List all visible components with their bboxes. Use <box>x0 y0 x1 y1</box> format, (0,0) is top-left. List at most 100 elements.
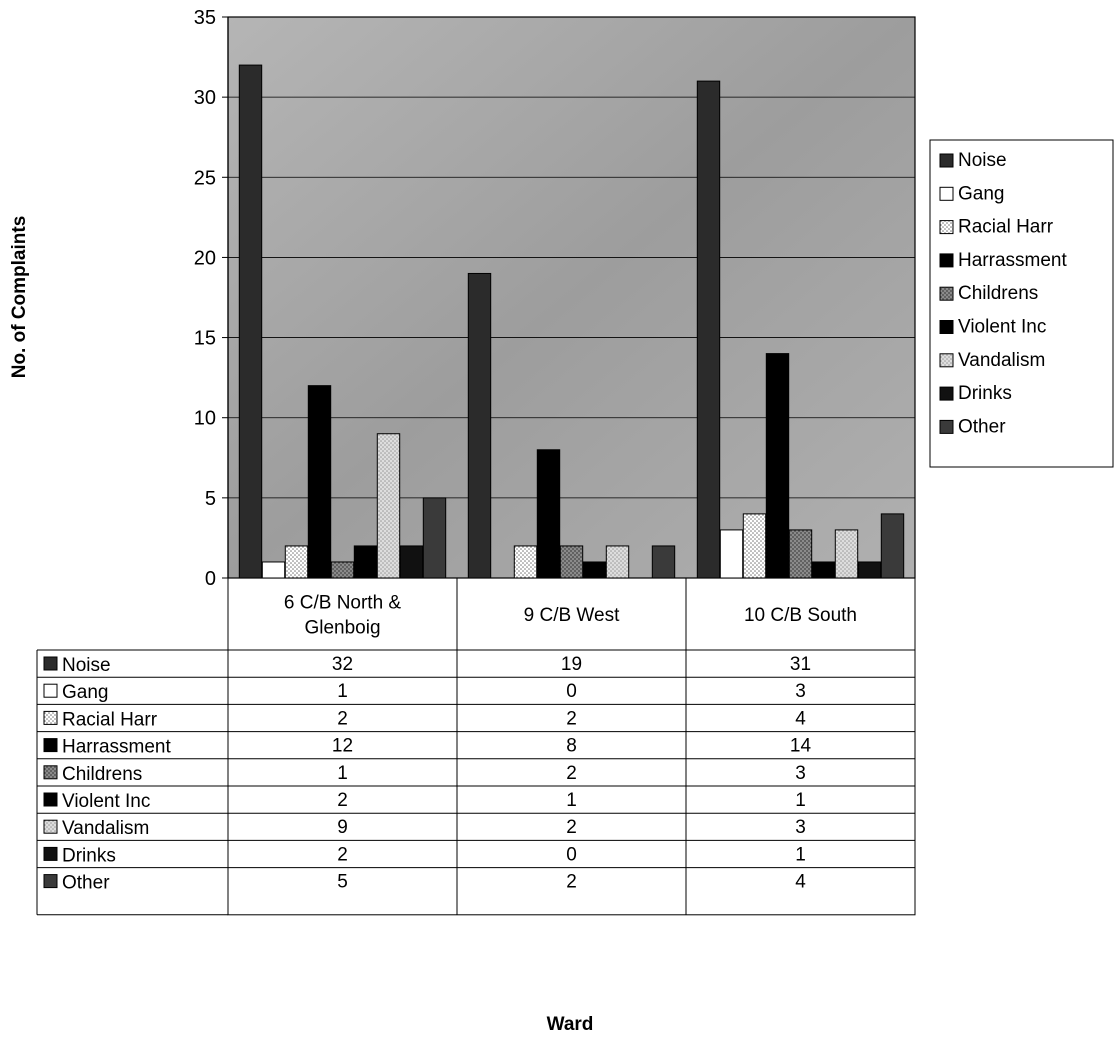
legend-label: Other <box>958 416 1006 437</box>
legend-label: Noise <box>958 150 1007 171</box>
table-row-label: Childrens <box>62 764 142 785</box>
y-tick-label: 15 <box>194 328 216 350</box>
bar <box>765 353 790 579</box>
table-legend-key <box>43 792 58 807</box>
bar <box>353 545 378 579</box>
bar <box>834 529 859 579</box>
data-label: 5 <box>337 872 348 893</box>
data-label: 8 <box>566 736 577 757</box>
y-tick-label: 30 <box>194 87 216 109</box>
bar <box>742 513 767 579</box>
legend-swatch <box>939 220 954 235</box>
bar <box>307 385 332 579</box>
table-row-label: Violent Inc <box>62 791 150 812</box>
bar <box>284 545 309 579</box>
data-label: 12 <box>332 736 353 757</box>
table-legend-key <box>43 710 58 725</box>
legend <box>929 139 1114 468</box>
table-row-label: Racial Harr <box>62 709 158 730</box>
y-tick-label: 35 <box>194 7 216 29</box>
data-label: 9 <box>337 817 348 838</box>
data-label: 1 <box>795 790 806 811</box>
bar <box>559 545 584 579</box>
data-label: 2 <box>337 790 348 811</box>
table-row-label: Harrassment <box>62 737 171 758</box>
bar <box>376 433 401 579</box>
table-legend-key <box>43 874 58 889</box>
bar <box>513 545 538 579</box>
y-tick-label: 5 <box>205 488 216 510</box>
data-label: 0 <box>566 844 577 865</box>
plot-area <box>227 16 916 579</box>
legend-label: Gang <box>958 183 1004 204</box>
y-tick-label: 25 <box>194 167 216 189</box>
bar <box>536 449 561 579</box>
bar <box>582 561 607 579</box>
data-label: 3 <box>795 763 806 784</box>
bar <box>261 561 286 579</box>
table-row-label: Vandalism <box>62 818 149 839</box>
bar <box>651 545 676 579</box>
bar <box>880 513 905 579</box>
data-label: 3 <box>795 817 806 838</box>
table-legend-key <box>43 765 58 780</box>
y-axis-title: No. of Complaints <box>9 216 30 379</box>
data-label: 1 <box>795 844 806 865</box>
table-row-label: Noise <box>62 655 111 676</box>
table-row-label: Drinks <box>62 845 116 866</box>
data-label: 3 <box>795 681 806 702</box>
data-label: 2 <box>566 763 577 784</box>
legend-label: Racial Harr <box>958 217 1054 238</box>
data-label: 14 <box>790 736 812 757</box>
data-label: 2 <box>566 872 577 893</box>
legend-swatch <box>939 186 954 201</box>
bar <box>696 80 721 579</box>
bar <box>788 529 813 579</box>
data-label: 1 <box>337 681 348 702</box>
legend-label: Violent Inc <box>958 317 1046 338</box>
data-label: 2 <box>566 817 577 838</box>
x-tick-label: 6 C/B North & <box>284 593 402 614</box>
y-tick-label: 0 <box>205 568 216 590</box>
bar <box>422 497 447 579</box>
bar <box>399 545 424 579</box>
legend-swatch <box>939 353 954 368</box>
legend-swatch <box>939 153 954 168</box>
table-row-label: Other <box>62 873 110 894</box>
y-tick-label: 20 <box>194 247 216 269</box>
data-label: 2 <box>337 708 348 729</box>
legend-label: Vandalism <box>958 350 1045 371</box>
table-legend-key <box>43 819 58 834</box>
x-tick-label: 10 C/B South <box>744 605 857 626</box>
bar <box>330 561 355 579</box>
table-legend-key <box>43 656 58 671</box>
data-label: 1 <box>337 763 348 784</box>
x-tick-label: 9 C/B West <box>524 605 620 626</box>
x-axis-title: Ward <box>547 1014 594 1035</box>
legend-swatch <box>939 320 954 334</box>
legend-label: Harrassment <box>958 250 1067 271</box>
table-row-label: Gang <box>62 682 108 703</box>
data-label: 19 <box>561 654 582 675</box>
data-label: 4 <box>795 708 806 729</box>
table-legend-key <box>43 846 58 861</box>
legend-swatch <box>939 386 954 401</box>
legend-swatch <box>939 253 954 268</box>
legend-swatch <box>939 286 954 301</box>
bar <box>238 64 263 579</box>
data-label: 2 <box>337 844 348 865</box>
legend-label: Drinks <box>958 383 1012 404</box>
bar <box>719 529 744 579</box>
data-label: 4 <box>795 872 806 893</box>
data-label: 0 <box>566 681 577 702</box>
x-tick-label: Glenboig <box>304 618 380 639</box>
data-table-frame <box>227 577 916 916</box>
data-label: 32 <box>332 654 353 675</box>
bar <box>857 561 882 579</box>
bar <box>467 272 492 579</box>
bar <box>811 561 836 579</box>
data-label: 1 <box>566 790 577 811</box>
data-label: 2 <box>566 708 577 729</box>
legend-label: Childrens <box>958 283 1038 304</box>
